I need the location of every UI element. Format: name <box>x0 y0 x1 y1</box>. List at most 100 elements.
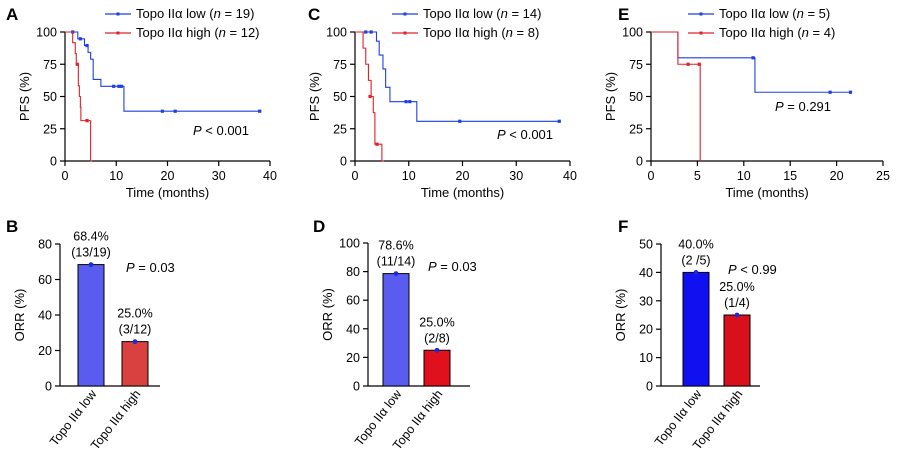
y-tick-label: 50 <box>639 238 653 252</box>
bar-point <box>734 312 740 318</box>
y-tick-label: 0 <box>353 380 360 394</box>
censor-mark <box>85 119 89 123</box>
y-tick-label: 40 <box>38 309 52 323</box>
bar-point <box>88 262 94 267</box>
bar-high <box>723 314 751 387</box>
x-axis-label: Time (months) <box>126 185 209 200</box>
bar-value-label: 25.0% <box>719 280 754 294</box>
bar-low <box>77 264 105 387</box>
km-curve-low <box>65 31 260 112</box>
censor-mark <box>368 94 372 99</box>
panel-label: A <box>6 5 18 24</box>
y-axis-label: PFS (%) <box>307 72 322 121</box>
km-curve-low <box>355 31 560 122</box>
bar-fraction-label: (11/14) <box>377 255 416 269</box>
x-tick-label: 0 <box>62 169 69 183</box>
legend-marker <box>116 12 120 16</box>
bar-fraction-label: (2 /5) <box>681 253 710 267</box>
panel-label: C <box>308 5 320 24</box>
legend-marker <box>116 31 120 35</box>
bar-value-label: 40.0% <box>678 237 713 251</box>
censor-mark <box>364 30 368 34</box>
bar-fraction-label: (3/12) <box>119 323 152 337</box>
panel-label: E <box>618 5 629 24</box>
p-value: P < 0.001 <box>193 123 249 138</box>
censor-mark <box>369 30 373 34</box>
x-tick-label: 20 <box>456 169 470 183</box>
censor-mark <box>408 100 412 104</box>
y-tick-label: 0 <box>646 380 653 394</box>
x-tick-label: 10 <box>737 169 751 183</box>
x-tick-label: 15 <box>783 169 797 183</box>
y-tick-label: 100 <box>326 26 347 40</box>
y-tick-label: 0 <box>636 155 643 169</box>
panel-a: A 0 25 50 75 100 0 10 20 30 40 Time (months) PFS (%)… <box>6 5 277 200</box>
legend-marker <box>403 31 407 35</box>
legend-marker <box>403 12 407 16</box>
x-axis-label: Time (months) <box>421 185 504 200</box>
y-axis-label: ORR (%) <box>12 289 27 342</box>
censor-mark <box>375 142 379 146</box>
y-tick-label: 60 <box>38 273 52 287</box>
y-tick-label: 100 <box>339 237 360 251</box>
p-value: P = 0.291 <box>775 99 831 114</box>
panel-c: C 0 25 50 75 100 0 10 20 30 40 Time (months) PFS (%)… <box>307 5 577 200</box>
x-tick-label: 20 <box>161 169 175 183</box>
censor-mark <box>78 37 82 41</box>
bar-high <box>121 341 149 387</box>
legend-entry: Topo IIα low (n = 19) <box>136 6 254 21</box>
km-curve-high <box>651 31 701 161</box>
censor-mark <box>686 62 690 66</box>
y-tick-label: 80 <box>346 265 360 279</box>
y-tick-label: 25 <box>333 122 347 136</box>
y-tick-label: 25 <box>629 122 643 136</box>
y-tick-label: 100 <box>622 26 643 40</box>
p-value: P = 0.03 <box>428 259 477 274</box>
y-tick-label: 0 <box>340 155 347 169</box>
legend-marker <box>699 12 703 16</box>
y-tick-label: 20 <box>346 351 360 365</box>
legend-entry: Topo IIα high (n = 8) <box>423 25 539 40</box>
panel-label: F <box>618 217 628 236</box>
y-axis-label: ORR (%) <box>613 289 628 342</box>
x-tick-label: 5 <box>694 169 701 183</box>
censor-mark <box>404 100 408 104</box>
bar-point <box>434 347 440 353</box>
legend-entry: Topo IIα low (n = 14) <box>423 6 541 21</box>
x-tick-label: 40 <box>263 169 277 183</box>
censor-mark <box>112 84 116 88</box>
censor-mark <box>75 62 79 66</box>
y-tick-label: 25 <box>43 122 57 136</box>
panel-label: B <box>6 217 18 236</box>
x-tick-label: 30 <box>509 169 523 183</box>
bar-fraction-label: (2/8) <box>424 331 450 345</box>
censor-mark <box>458 119 462 123</box>
x-tick-label: 25 <box>876 169 890 183</box>
censor-mark <box>848 90 853 94</box>
y-tick-label: 20 <box>639 323 653 337</box>
x-axis-label: Time (months) <box>725 185 808 200</box>
km-curve-low <box>651 31 851 93</box>
censor-mark <box>828 90 832 94</box>
censor-mark <box>117 84 121 88</box>
bar-low <box>382 273 410 387</box>
censor-mark <box>160 109 164 113</box>
x-tick-label: 0 <box>352 169 359 183</box>
legend-marker <box>699 31 703 35</box>
censor-mark <box>697 62 701 66</box>
legend-entry: Topo IIα low (n = 5) <box>719 6 830 21</box>
legend-entry: Topo IIα high (n = 12) <box>136 25 260 40</box>
bar-value-label: 25.0% <box>419 315 454 329</box>
bar-value-label: 68.4% <box>73 230 108 244</box>
y-tick-label: 30 <box>639 294 653 308</box>
panel-label: D <box>313 217 325 236</box>
y-tick-label: 20 <box>38 344 52 358</box>
x-tick-label: 40 <box>563 169 577 183</box>
censor-mark <box>258 109 262 113</box>
censor-mark <box>751 56 755 60</box>
x-tick-label: 20 <box>830 169 844 183</box>
bar-point <box>693 270 699 275</box>
bar-fraction-label: (13/19) <box>71 246 111 260</box>
